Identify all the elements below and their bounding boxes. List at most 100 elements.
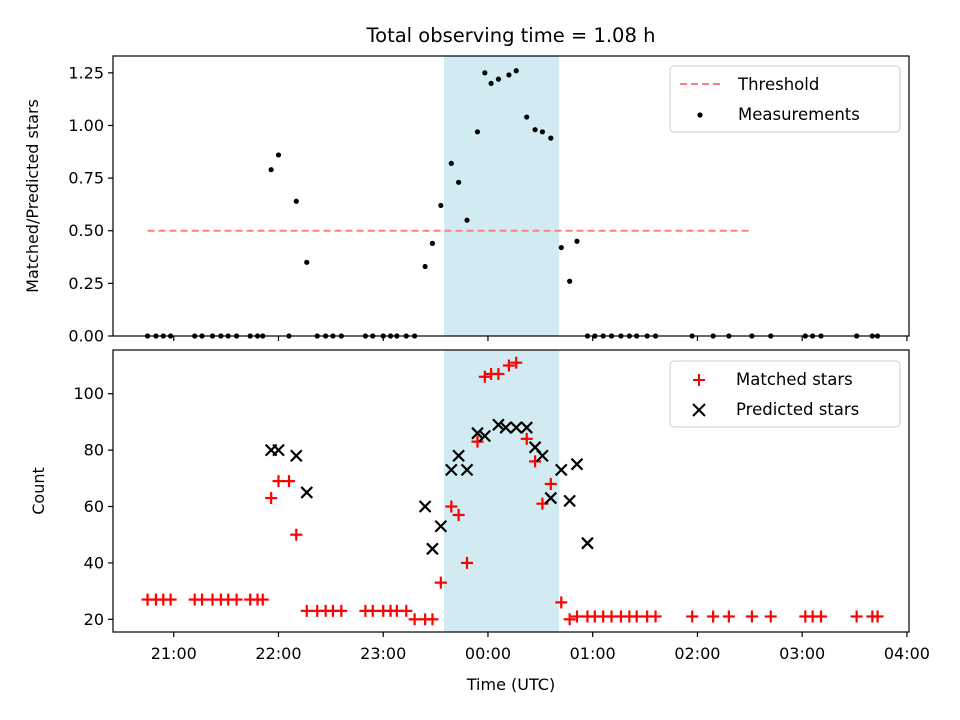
measurement-point (567, 278, 573, 284)
marker-stroke (418, 500, 432, 513)
matched-star-marker (471, 435, 484, 448)
marker-stroke (509, 421, 523, 434)
bottom-y-axis-label: Count (29, 467, 48, 515)
x-tick-label: 01:00 (570, 644, 616, 663)
measurement-point (275, 152, 282, 158)
matched-star-marker (630, 610, 643, 623)
predicted-stars-legend-icon (692, 403, 706, 417)
marker-stroke (272, 443, 285, 457)
matched-star-marker (408, 613, 421, 626)
predicted-star-marker (445, 463, 458, 477)
matched-star-marker (745, 610, 758, 623)
matched-star-marker (265, 492, 278, 505)
matched-star-marker (707, 610, 720, 623)
matched-star-marker (400, 604, 413, 617)
matched-star-marker (764, 610, 777, 623)
bottom-axes-frame (112, 349, 910, 633)
matched-star-marker (230, 593, 243, 606)
marker-stroke (520, 421, 533, 434)
measurements-legend-label: Measurements (738, 105, 860, 124)
marker-stroke (290, 449, 303, 463)
y-tick-label: 0.75 (68, 169, 104, 188)
matched-star-marker (555, 596, 568, 609)
marker-stroke (492, 418, 505, 432)
predicted-star-marker (563, 494, 576, 508)
marker-stroke (471, 426, 484, 440)
measurement-point (506, 72, 512, 78)
x-tick-label: 22:00 (255, 644, 301, 663)
predicted-star-marker (418, 500, 432, 513)
matched-star-marker (335, 604, 348, 617)
measurement-point (495, 76, 502, 82)
y-tick-label: 1.00 (68, 116, 104, 135)
bottom-x-axis-label: Time (UTC) (466, 675, 555, 694)
measurement-point (474, 129, 481, 135)
marker-stroke (445, 463, 458, 477)
marker-stroke (554, 463, 568, 477)
bottom-x-axis-ticks: 21:00 22:00 23:00 00:00 01:00 02:00 03:00 04:00 (151, 632, 930, 663)
top-axes-frame (112, 55, 910, 337)
measurement-point (539, 129, 546, 135)
matched-star-marker (510, 356, 523, 369)
y-tick-label: 60 (84, 497, 104, 516)
top-highlight-span (443, 56, 560, 336)
matched-star-marker (563, 613, 576, 626)
measurement-point (438, 202, 444, 209)
measurement-point (268, 167, 274, 173)
measurements-legend-icon (697, 112, 703, 118)
top-x-axis-ticks (173, 336, 908, 341)
matched-star-marker (871, 610, 884, 623)
marker-stroke (570, 457, 584, 471)
measurement-point (293, 198, 299, 204)
predicted-star-marker (300, 486, 314, 499)
measurement-point (532, 127, 538, 133)
measurement-point (513, 68, 519, 74)
x-tick-label: 21:00 (151, 644, 197, 663)
x-tick-label: 04:00 (884, 644, 930, 663)
marker-stroke (434, 519, 448, 533)
matched-star-marker (649, 610, 662, 623)
matched-star-marker (366, 604, 379, 617)
matched-star-marker (452, 508, 465, 521)
marker-stroke (460, 463, 474, 477)
matched-star-marker (815, 610, 828, 623)
matched-star-marker (445, 500, 458, 513)
bottom-highlight-span (443, 350, 560, 632)
predicted-star-marker (520, 421, 533, 434)
matched-star-marker (290, 528, 303, 541)
y-tick-label: 0.25 (68, 274, 104, 293)
predicted-star-marker (478, 429, 492, 443)
matched-stars-legend-label: Matched stars (736, 370, 853, 389)
predicted-star-marker (272, 443, 285, 457)
marker-stroke (536, 449, 549, 463)
marker-stroke (544, 491, 558, 505)
bottom-legend: Matched stars Predicted stars (669, 360, 901, 428)
predicted-star-marker (434, 519, 448, 533)
marker-stroke (499, 421, 513, 434)
y-tick-label: 0.50 (68, 221, 104, 240)
threshold-legend-label: Threshold (737, 75, 819, 94)
y-tick-label: 100 (73, 384, 104, 403)
predicted-star-marker (460, 463, 474, 477)
x-tick-label: 00:00 (465, 644, 511, 663)
predicted-star-marker (544, 491, 558, 505)
matched-star-marker (529, 455, 542, 468)
marker-stroke (426, 542, 439, 556)
matched-stars-legend-icon (693, 374, 705, 386)
top-y-axis-label: Matched/Predicted stars (23, 99, 42, 293)
matched-star-marker (461, 556, 474, 569)
matched-star-marker (300, 604, 313, 617)
predicted-star-marker (581, 536, 594, 550)
matched-star-marker (722, 610, 735, 623)
marker-stroke (478, 429, 492, 443)
x-tick-label: 02:00 (674, 644, 720, 663)
matched-star-marker (272, 475, 285, 488)
predicted-stars-legend-label: Predicted stars (736, 400, 859, 419)
top-y-axis-ticks: 0.00 0.25 0.50 0.75 1.00 1.25 (68, 63, 113, 346)
measurement-point (524, 114, 530, 120)
predicted-star-marker (426, 542, 439, 556)
marker-stroke (452, 449, 465, 463)
predicted-star-marker (290, 449, 303, 463)
top-legend-box (669, 65, 901, 133)
marker-stroke (563, 494, 576, 508)
